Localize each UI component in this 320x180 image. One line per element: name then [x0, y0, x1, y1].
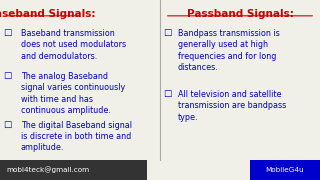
Text: Baseband transmission
does not used modulators
and demodulators.: Baseband transmission does not used modu…	[21, 29, 126, 61]
Text: Baseband Signals:: Baseband Signals:	[0, 9, 96, 19]
Text: MobileG4u: MobileG4u	[266, 167, 304, 173]
Text: All television and satellite
transmission are bandpass
type.: All television and satellite transmissio…	[178, 90, 286, 122]
Text: Passband Signals:: Passband Signals:	[187, 9, 293, 19]
Text: ☐: ☐	[163, 29, 172, 38]
Text: The digital Baseband signal
is discrete in both time and
amplitude.: The digital Baseband signal is discrete …	[21, 121, 132, 152]
Text: ☐: ☐	[3, 72, 12, 81]
FancyBboxPatch shape	[250, 160, 320, 180]
Text: ☐: ☐	[3, 29, 12, 38]
Text: ☐: ☐	[3, 121, 12, 130]
Text: The analog Baseband
signal varies continuously
with time and has
continuous ampl: The analog Baseband signal varies contin…	[21, 72, 125, 115]
Text: Bandpass transmission is
generally used at high
frequencies and for long
distanc: Bandpass transmission is generally used …	[178, 29, 279, 72]
FancyBboxPatch shape	[0, 160, 147, 180]
Text: ☐: ☐	[163, 90, 172, 99]
Text: mobi4teck@gmail.com: mobi4teck@gmail.com	[6, 167, 90, 174]
